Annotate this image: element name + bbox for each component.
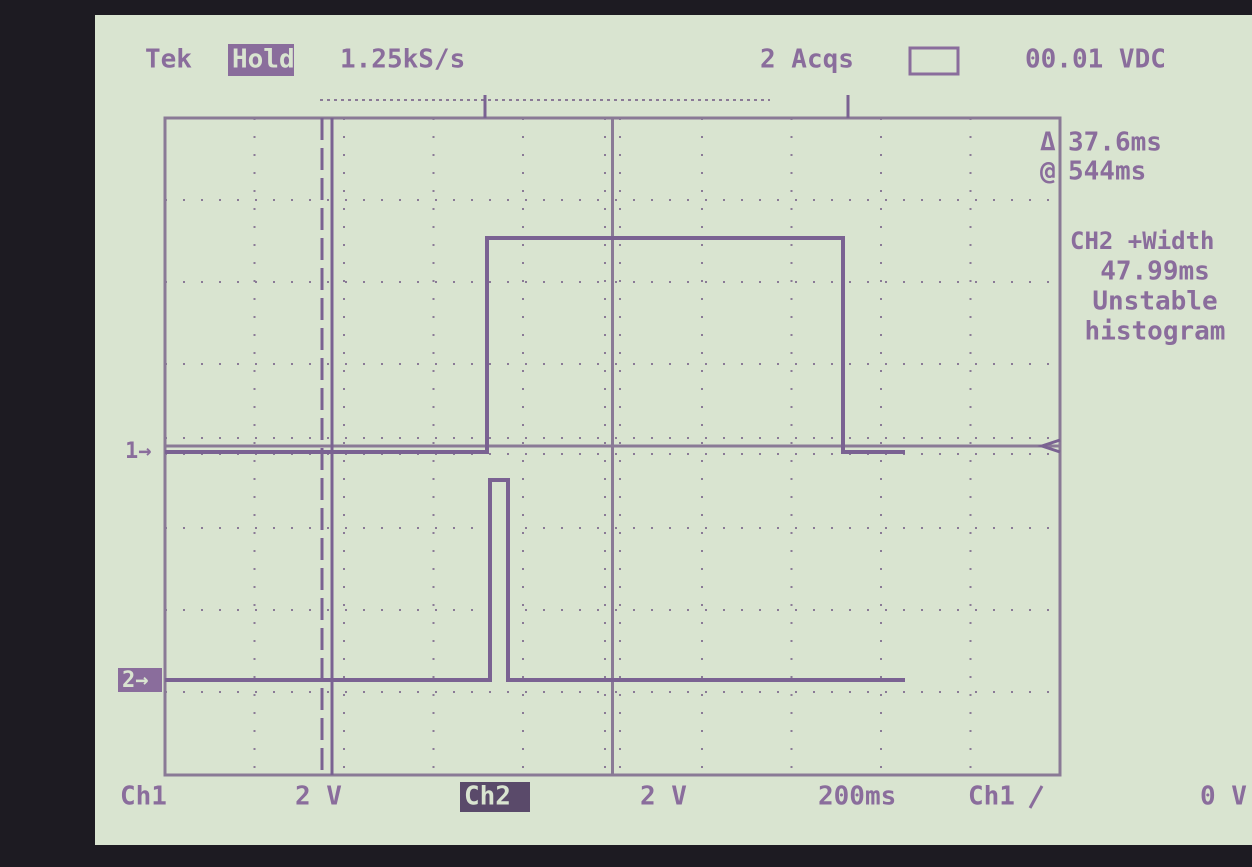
cursor-delta: 37.6ms bbox=[1068, 128, 1162, 158]
acq-icon bbox=[908, 46, 960, 76]
ch2-scale: 2 V bbox=[640, 782, 687, 812]
ch2-marker-bg bbox=[118, 668, 162, 692]
sample-rate: 1.25kS/s bbox=[340, 45, 465, 75]
measurement-mode: histogram bbox=[1085, 317, 1226, 347]
ch2-label: Ch2 bbox=[464, 782, 511, 812]
measurement-label: CH2 +Width bbox=[1070, 227, 1215, 255]
measurement-status: Unstable bbox=[1092, 287, 1217, 317]
ch2-trace bbox=[165, 478, 905, 682]
ch1-label: Ch1 bbox=[120, 782, 167, 812]
trigger-level: 0 V bbox=[1200, 782, 1247, 812]
mode: Hold bbox=[232, 45, 295, 75]
graticule bbox=[163, 95, 1062, 777]
trigger-slope bbox=[1028, 785, 1044, 809]
trigger-markers bbox=[483, 95, 850, 118]
delta-symbol: Δ bbox=[1040, 128, 1056, 158]
trigger-source: Ch1 bbox=[968, 782, 1015, 812]
at-symbol: @ bbox=[1040, 157, 1056, 187]
ch1-scale: 2 V bbox=[295, 782, 342, 812]
ch2-label-bg bbox=[460, 782, 530, 812]
hold-badge bbox=[228, 44, 294, 76]
measurement-value: 47.99ms bbox=[1100, 257, 1210, 287]
trigger-level-arrow bbox=[1037, 438, 1061, 454]
ch2-marker: 2→ bbox=[122, 668, 149, 693]
cursor-position: 544ms bbox=[1068, 157, 1146, 187]
acquisitions: 2 Acqs bbox=[760, 45, 854, 75]
ch1-marker: 1→ bbox=[125, 439, 152, 464]
timebase: 200ms bbox=[818, 782, 896, 812]
brand: Tek bbox=[145, 45, 192, 75]
center-axes bbox=[165, 118, 1060, 775]
readout: 00.01 VDC bbox=[1025, 45, 1166, 75]
ch1-trace bbox=[165, 236, 905, 454]
